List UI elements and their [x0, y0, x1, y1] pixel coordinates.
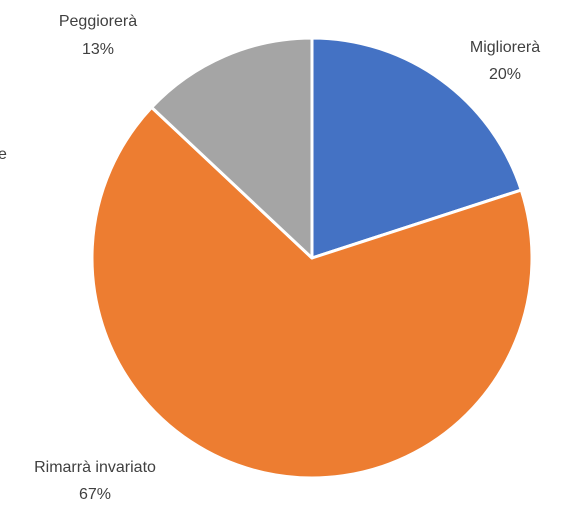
slice-category-label: Rimarrà invariato [34, 459, 156, 476]
slice-value-label: 20% [489, 66, 521, 83]
pie-slice [90, 105, 534, 480]
slice-category-label: Migliorerà [470, 39, 540, 56]
slice-value-label: 67% [79, 486, 111, 503]
pie-slice [150, 36, 314, 260]
annotation: e [0, 146, 7, 163]
slice-value-label: 13% [82, 41, 114, 58]
slice-category-label: Peggiorerà [59, 13, 137, 30]
pie-slice [310, 36, 523, 260]
